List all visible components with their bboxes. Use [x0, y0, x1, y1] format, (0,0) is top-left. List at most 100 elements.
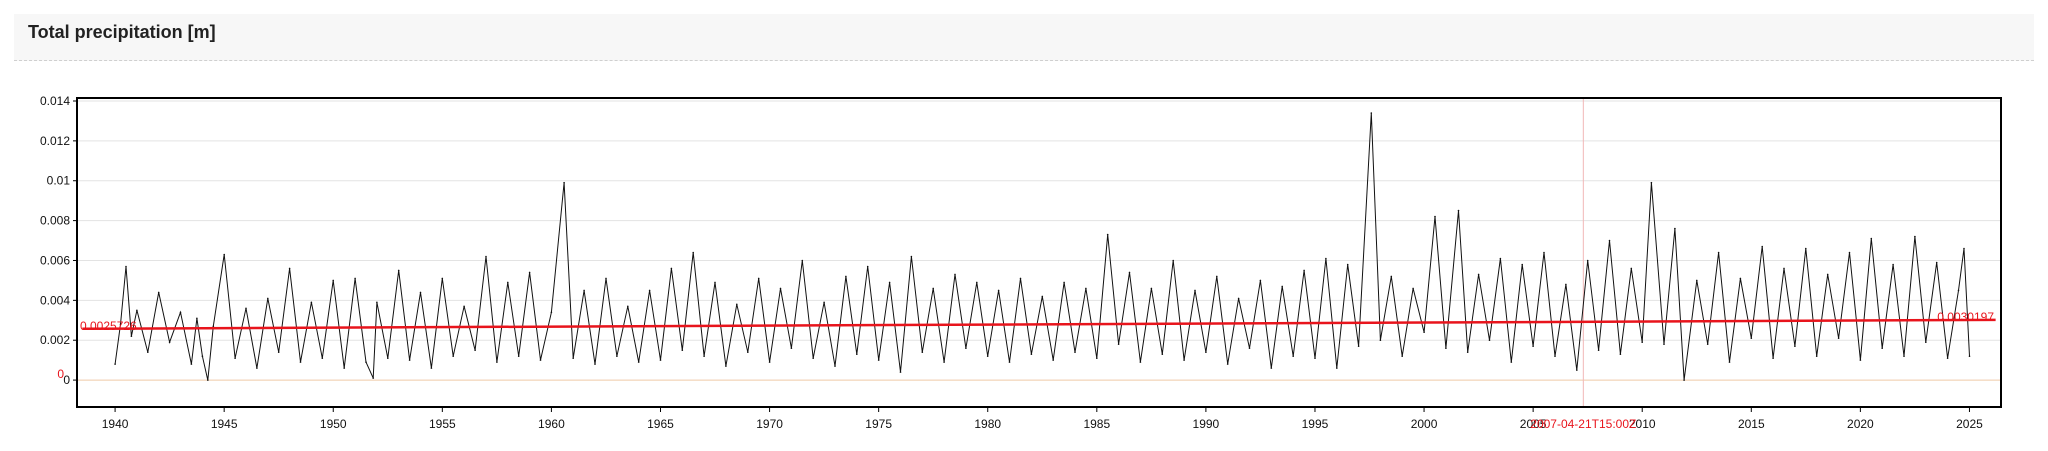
data-point	[583, 289, 585, 292]
cursor-time-label: 2007-04-21T15:00Z	[1530, 417, 1636, 431]
data-point	[976, 281, 978, 284]
data-point	[910, 255, 913, 258]
data-point	[736, 303, 738, 306]
data-point	[125, 265, 127, 268]
data-point	[1074, 351, 1076, 354]
x-tick-label: 1960	[538, 417, 565, 431]
data-point	[1052, 359, 1054, 361]
data-point	[932, 287, 934, 290]
data-point	[845, 275, 847, 278]
data-point	[114, 363, 116, 365]
data-point	[1346, 263, 1349, 266]
data-point	[136, 309, 138, 312]
y-tick-label: 0	[63, 373, 70, 387]
data-point	[1750, 337, 1753, 340]
plot-frame	[76, 97, 2002, 408]
series-layer	[114, 112, 1971, 381]
data-point	[277, 351, 280, 354]
data-point	[1586, 259, 1589, 262]
data-point	[1565, 283, 1567, 286]
data-point	[790, 347, 793, 350]
data-point	[1532, 345, 1534, 348]
zero-label: 0	[57, 367, 64, 381]
data-point	[1466, 351, 1469, 354]
data-point	[147, 351, 149, 354]
data-point	[768, 361, 771, 363]
data-point	[637, 361, 640, 363]
data-point	[1030, 353, 1033, 356]
x-tick-label: 2000	[1411, 417, 1438, 431]
data-point	[1259, 279, 1262, 282]
x-tick-label: 1975	[865, 417, 892, 431]
annotation-labels: 0.0025726 0.0030197 0 2007-04-21T15:00Z	[57, 310, 1994, 431]
data-point	[1237, 297, 1240, 300]
data-point	[234, 357, 236, 360]
data-point	[943, 361, 945, 363]
data-point	[1641, 341, 1643, 344]
data-point	[1521, 263, 1523, 266]
data-point	[212, 325, 215, 328]
data-point	[1128, 271, 1131, 274]
data-point	[1183, 359, 1185, 361]
data-point	[1423, 331, 1425, 334]
data-point	[1650, 181, 1653, 184]
data-point	[1696, 279, 1698, 282]
data-point	[1683, 379, 1685, 381]
data-point	[1717, 251, 1720, 254]
data-point	[1370, 112, 1373, 114]
data-point	[550, 311, 553, 314]
data-point	[419, 291, 422, 294]
data-point	[1117, 343, 1120, 346]
data-point	[1390, 275, 1393, 278]
data-point	[372, 377, 375, 379]
data-point	[1554, 355, 1556, 358]
x-tick-label: 1990	[1193, 417, 1220, 431]
data-point	[670, 267, 673, 270]
data-point	[1292, 355, 1294, 358]
data-point	[1957, 289, 1960, 292]
data-point	[1706, 343, 1709, 346]
data-point	[1488, 339, 1491, 342]
x-tick-label: 1985	[1083, 417, 1110, 431]
data-point	[1336, 367, 1338, 369]
data-point	[965, 347, 967, 350]
y-tick-label: 0.01	[47, 174, 71, 188]
data-point	[823, 301, 825, 304]
data-point	[1783, 267, 1785, 270]
data-point	[1663, 343, 1665, 346]
data-point	[616, 355, 618, 358]
x-tick-label: 1965	[647, 417, 674, 431]
data-point	[921, 351, 924, 354]
data-point	[408, 359, 411, 361]
data-point	[1848, 251, 1851, 254]
data-point	[1019, 277, 1022, 280]
data-point	[452, 355, 455, 358]
data-point	[1761, 245, 1763, 248]
data-point	[539, 359, 542, 361]
data-point	[1968, 355, 1971, 358]
data-point	[1041, 295, 1044, 298]
data-point	[1815, 355, 1818, 358]
data-point	[1870, 237, 1873, 240]
data-point	[354, 277, 356, 280]
y-tick-label: 0.004	[40, 293, 70, 307]
trend-line	[82, 318, 1996, 331]
data-point	[1412, 287, 1414, 290]
data-point	[1226, 363, 1229, 365]
data-point	[343, 367, 346, 369]
data-point	[627, 305, 629, 308]
data-point	[397, 269, 400, 272]
data-point	[332, 279, 335, 282]
trend-layer	[82, 318, 1996, 331]
data-point	[1325, 257, 1327, 260]
data-point	[474, 349, 476, 352]
data-point	[496, 361, 498, 363]
data-point	[1106, 233, 1109, 236]
data-point	[179, 311, 182, 314]
data-point	[866, 265, 869, 268]
data-point	[747, 351, 749, 354]
y-tick-label: 0.012	[40, 134, 70, 148]
data-point	[1619, 353, 1622, 356]
data-point	[1903, 355, 1905, 358]
